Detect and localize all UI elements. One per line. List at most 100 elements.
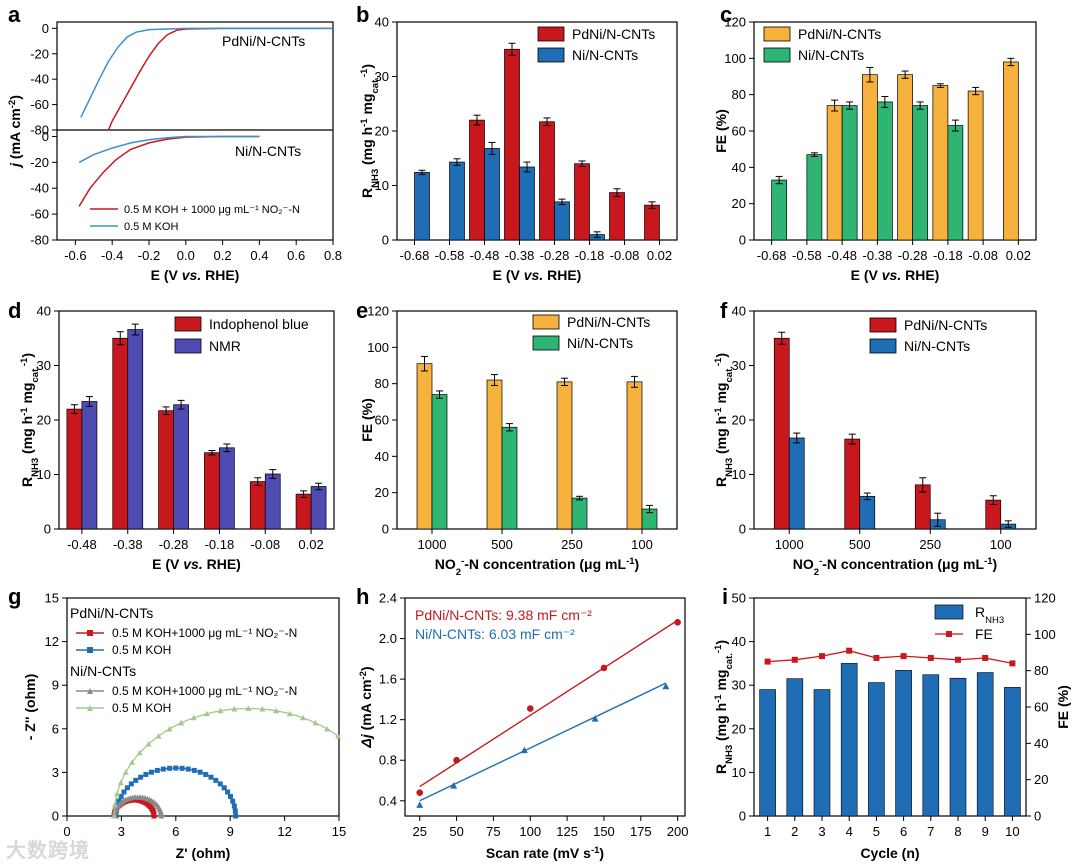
x-tick-label-c: -0.08 [968,248,998,263]
bar-b [609,192,625,241]
legend-marker-g [87,688,93,694]
y-tick-label-f: 20 [732,413,746,428]
y-tick-label-g: 15 [45,591,59,606]
y-tick-label-c: 0 [739,233,746,248]
data-point-g [145,741,152,747]
x-tick-label-g: 6 [172,824,179,839]
fit-line-h [419,682,667,802]
legend-marker-g [87,705,93,711]
bar-d [219,447,235,530]
data-point-g [173,765,179,771]
data-point-g [124,785,130,791]
legend-label-f: Ni/N-CNTs [904,338,970,354]
panel-letter: g [8,584,21,609]
plot-frame-g [66,597,340,817]
bar-b [484,148,500,241]
legend-swatch-c [763,47,791,63]
legend-label-g: 0.5 M KOH+1000 μg mL⁻¹ NO₂⁻-N [112,684,297,698]
x-tick-label-a: 0.2 [214,248,232,263]
x-tick-label-i: 3 [818,824,825,839]
x-tick-label-h: 100 [519,824,541,839]
data-point-g [133,777,139,783]
legend-label-a: 0.5 M KOH + 1000 μg mL⁻¹ NO₂⁻-N [124,204,300,216]
bar-c [806,154,823,241]
x-tick-label-h: 25 [413,824,427,839]
bar-d [112,337,129,530]
bar-c [967,90,984,241]
x-tick-label-d: 0.02 [298,537,323,552]
data-point-i [764,658,771,665]
y-tick-label-f: 0 [739,522,746,537]
bar-e [486,379,503,530]
legend-swatch-i [934,604,964,620]
data-point-g [312,719,319,726]
y-tick-label-f: 40 [732,304,746,319]
data-point-g [273,707,280,714]
x-axis-label-a: E (V vs. RHE) [151,267,240,283]
y-axis-label-b: RNH3 (mg h-1 mgcat.-1) [359,64,381,198]
data-point-i [1009,660,1016,667]
bar-i [1004,687,1021,817]
y-axis-label-a: j (mA cm-2) [7,95,24,169]
y-tick-label-e: 100 [367,340,389,355]
x-tick-label-b: -0.08 [610,248,640,263]
x-tick-label-c: -0.18 [933,248,963,263]
x-tick-label-d: -0.28 [159,537,189,552]
x-tick-label-d: -0.18 [205,537,235,552]
y-tick-label-i: 20 [732,721,746,736]
series-line-a [78,135,260,207]
y-tick-label-g: 3 [52,765,59,780]
data-point-g [185,766,191,772]
x-tick-label-h: 175 [630,824,652,839]
legend-marker-g [87,630,93,636]
x-tick-label-g: 0 [63,824,70,839]
y-tick-label-h: 2.4 [379,591,397,606]
series-line-i [767,650,1013,665]
legend-swatch-c [763,26,791,42]
bar-d [81,401,98,530]
x-tick-label-d: -0.38 [113,537,143,552]
bar-f [859,495,876,530]
bar-e [571,497,588,530]
y-tick-label-a: -40 [30,72,49,87]
data-point-i [955,656,961,663]
data-point-g [231,803,237,809]
data-point-i [873,654,880,661]
x-tick-label-i: 7 [927,824,934,839]
x-tick-label-c: -0.48 [827,248,857,263]
data-point-i [900,653,907,660]
data-point-g [324,725,331,732]
bar-f [773,337,790,530]
bar-d [204,452,220,530]
data-point-g [116,798,122,804]
legend-label-b: PdNi/N-CNTs [572,26,655,42]
series-line-a [78,135,260,164]
y-tick-label-e: 80 [375,376,389,391]
bar-d [295,493,312,530]
bar-c [947,125,964,241]
plot-frame-c [753,21,1037,241]
y-tick-label-d: 40 [37,304,51,319]
bar-i [840,663,858,817]
x-tick-label-g: 12 [277,824,291,839]
series-line-g [115,767,237,816]
data-point-g [148,769,154,775]
y-tick-label-i-right: 100 [1034,627,1056,642]
data-point-g [155,733,162,739]
legend-group-g: PdNi/N-CNTs [70,605,153,621]
legend-label-g: 0.5 M KOH [112,643,171,657]
y-tick-label-e: 120 [367,304,389,319]
x-tick-label-a: -0.2 [138,248,160,263]
x-tick-label-i: 8 [954,824,961,839]
y-tick-label-a: -40 [30,181,49,196]
x-tick-label-e: 100 [631,537,653,552]
y-tick-label-a: 0 [42,21,49,36]
data-point-g [217,781,223,787]
bar-d [66,408,83,530]
y-tick-label-e: 20 [375,485,389,500]
bar-b [414,172,430,241]
y-tick-label-f: 30 [732,358,746,373]
x-tick-label-e: 1000 [418,537,447,552]
y-tick-label-f: 10 [732,467,746,482]
y-tick-label-a: -20 [30,155,49,170]
